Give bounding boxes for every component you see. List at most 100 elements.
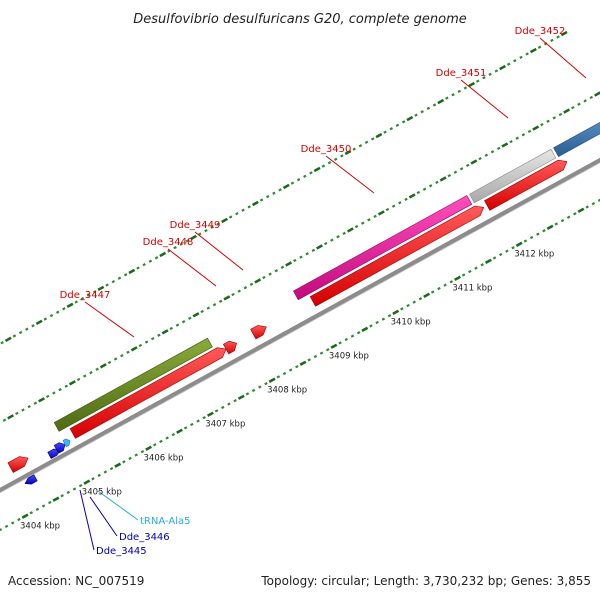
feature-label-text: Dde_3452 <box>515 26 566 37</box>
minor-tick <box>521 133 526 137</box>
scale-label: 3412 kbp <box>514 250 554 260</box>
gene-bar-dde-3452 <box>553 121 600 157</box>
minor-tick <box>356 331 361 335</box>
minor-tick <box>430 290 435 294</box>
minor-tick <box>258 385 262 389</box>
minor-tick <box>418 297 423 301</box>
minor-tick <box>35 507 40 511</box>
minor-tick <box>120 354 124 358</box>
minor-tick <box>529 235 534 240</box>
minor-tick <box>506 62 511 66</box>
minor-tick <box>80 296 85 301</box>
minor-tick <box>153 443 157 447</box>
feature-label-text: Dde_3450 <box>301 144 352 155</box>
gene-bar-dde-3450 <box>293 195 473 301</box>
major-tick <box>282 183 290 190</box>
minor-tick <box>103 470 108 474</box>
major-tick <box>268 377 276 383</box>
minor-tick <box>330 238 334 242</box>
feature-label-trna-ala5: tRNA-Ala5 <box>97 490 190 527</box>
minor-tick <box>591 201 596 206</box>
feature-trna-ala5-shape <box>62 438 71 448</box>
minor-tick <box>66 490 71 495</box>
leader-line <box>325 155 375 194</box>
major-tick <box>546 224 554 231</box>
major-tick <box>114 462 122 468</box>
minor-tick <box>400 307 404 311</box>
minor-tick <box>58 388 62 392</box>
minor-tick <box>367 218 371 222</box>
major-tick <box>66 302 74 309</box>
cds-arrow-dde-3447 <box>69 347 227 439</box>
minor-tick <box>140 449 145 454</box>
minor-tick <box>243 286 248 290</box>
major-tick <box>237 394 245 400</box>
feature-label-dde-3450: Dde_3450 <box>301 144 375 194</box>
feature-label-dde-3447: Dde_3447 <box>60 290 135 338</box>
feature-dde-3446-b <box>53 442 66 454</box>
minor-tick <box>157 333 161 337</box>
major-tick <box>21 513 29 519</box>
scale-label: 3404 kbp <box>20 522 60 532</box>
minor-tick <box>542 229 546 233</box>
minor-tick <box>340 154 344 158</box>
major-tick <box>254 278 262 284</box>
minor-tick <box>383 130 387 134</box>
minor-tick <box>358 144 363 148</box>
minor-tick <box>307 358 311 362</box>
minor-tick <box>527 129 532 134</box>
major-tick <box>176 428 183 434</box>
minor-tick <box>453 170 458 174</box>
minor-tick <box>165 436 169 440</box>
minor-tick <box>325 348 330 352</box>
major-tick <box>437 98 445 105</box>
minor-tick <box>395 123 400 127</box>
minor-tick <box>354 224 359 229</box>
minor-tick <box>227 402 231 406</box>
minor-tick <box>154 256 159 260</box>
minor-tick <box>468 269 472 274</box>
minor-tick <box>109 466 114 471</box>
minor-tick <box>364 140 369 144</box>
minor-tick <box>282 371 287 376</box>
major-tick <box>377 210 385 216</box>
minor-tick <box>82 374 87 378</box>
minor-tick <box>406 303 410 308</box>
minor-tick <box>552 116 557 120</box>
feature-label-text: Dde_3448 <box>143 237 194 248</box>
minor-tick <box>496 146 501 151</box>
minor-tick <box>183 426 188 430</box>
minor-tick <box>398 201 402 205</box>
minor-tick <box>92 290 97 294</box>
cds-arrow-dde-3449-shape <box>250 325 267 340</box>
minor-tick <box>31 324 35 328</box>
leader-line <box>539 37 587 79</box>
feature-label-text: Dde_3445 <box>96 546 147 557</box>
major-tick <box>560 30 568 37</box>
genome-backbone <box>0 157 600 494</box>
major-tick <box>375 132 383 139</box>
minor-tick <box>52 391 56 395</box>
minor-tick <box>299 255 303 259</box>
minor-tick <box>525 52 529 56</box>
gene-bar-dde-3447-shape <box>53 337 213 432</box>
minor-tick <box>74 300 79 304</box>
feature-label-dde-3446: Dde_3446 <box>89 496 170 543</box>
major-tick <box>392 309 400 316</box>
minor-tick <box>111 279 116 284</box>
minor-tick <box>540 122 544 127</box>
minor-tick <box>128 456 132 461</box>
minor-tick <box>204 229 208 233</box>
minor-tick <box>550 38 554 43</box>
minor-tick <box>420 110 424 114</box>
minor-tick <box>231 292 235 297</box>
minor-tick <box>391 204 396 208</box>
minor-tick <box>515 136 519 140</box>
minor-tick <box>387 314 392 318</box>
minor-tick <box>478 156 482 161</box>
cds-arrow-left-edge <box>7 456 29 473</box>
minor-tick <box>138 343 143 348</box>
minor-tick <box>196 419 200 423</box>
cds-arrow-dde-3451-shape <box>484 159 568 211</box>
cds-arrow-dde-3450-shape <box>309 205 485 307</box>
